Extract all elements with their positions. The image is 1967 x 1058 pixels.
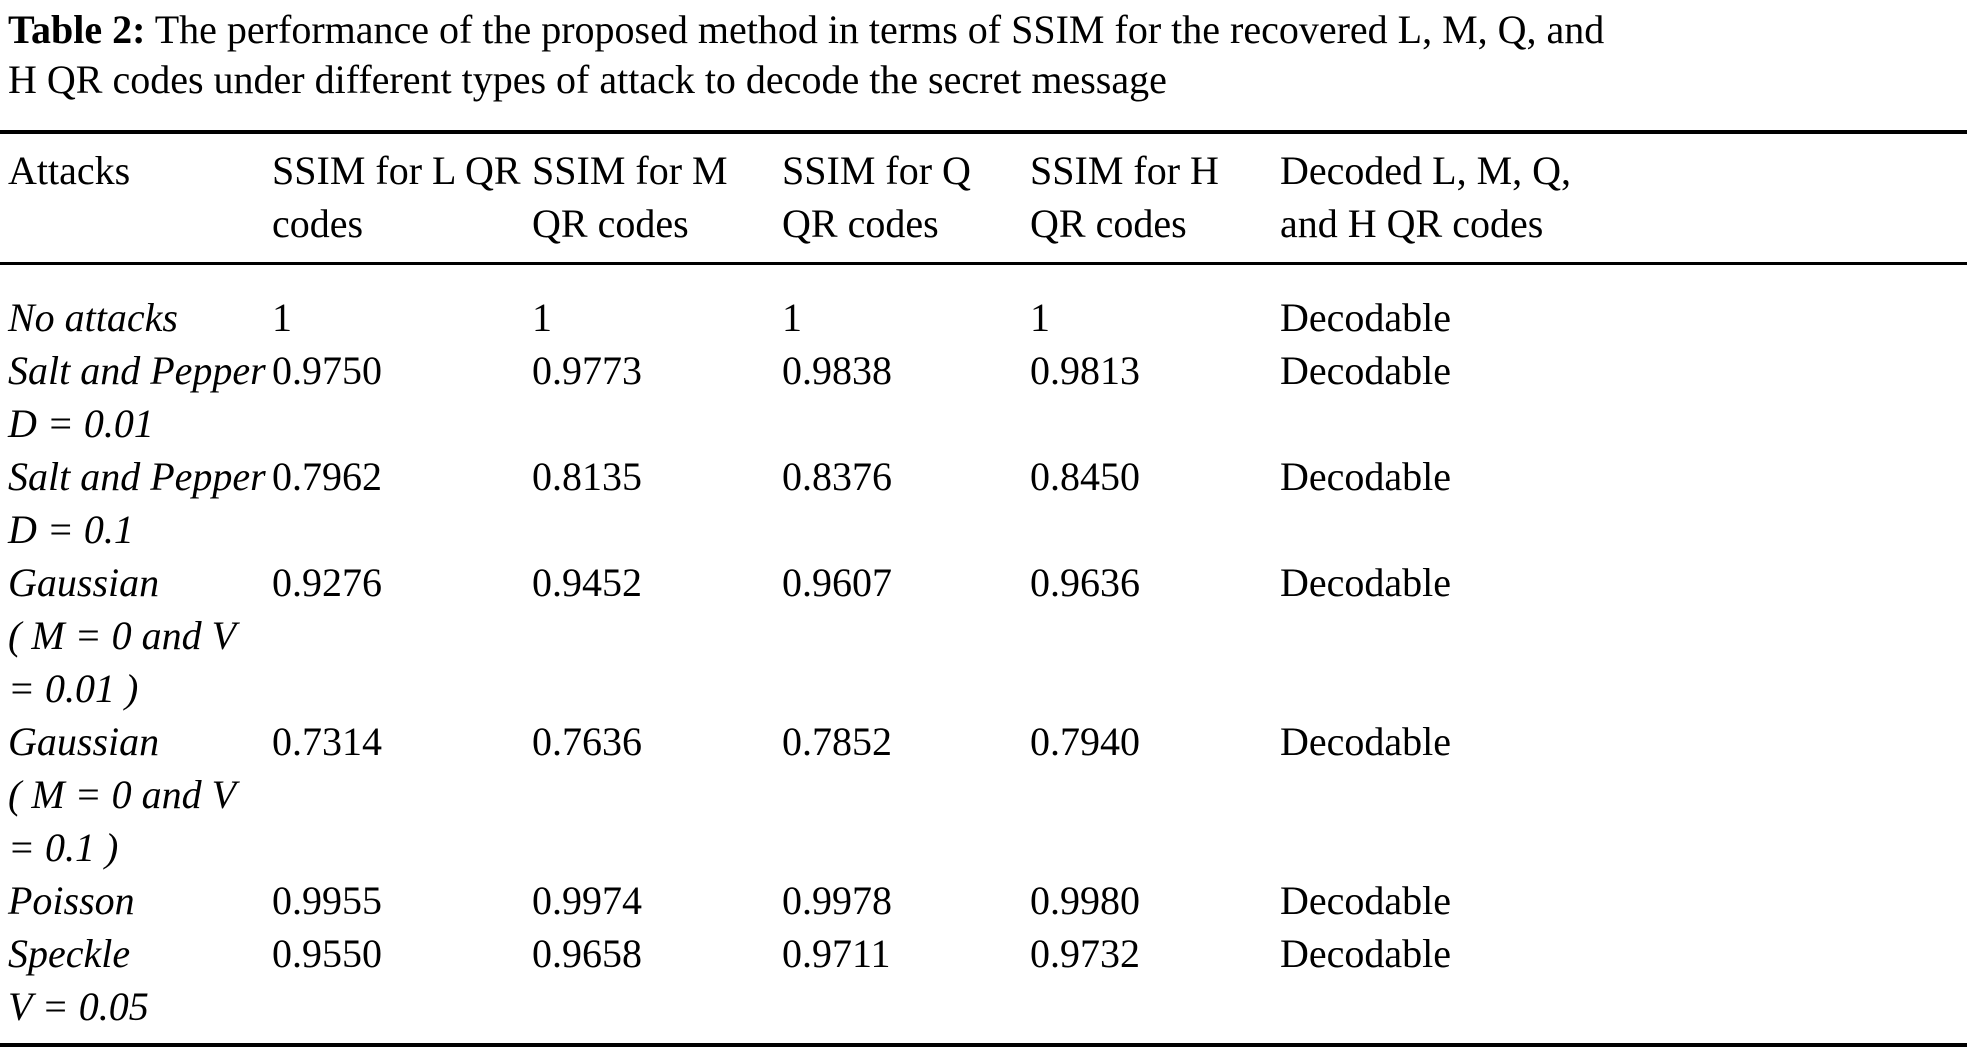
ssim-h-cell: 0.9813 [1030,348,1140,393]
ssim-h-cell: 0.9636 [1030,560,1140,605]
ssim-m-cell: 1 [532,295,552,340]
ssim-h-cell: 0.9732 [1030,931,1140,976]
table-row: No attacks 1 1 1 1 Decodable [0,264,1967,345]
ssim-m-cell: 0.9658 [532,931,642,976]
ssim-m-cell: 0.9974 [532,878,642,923]
ssim-m-cell: 0.8135 [532,454,642,499]
ssim-q-cell: 0.9838 [782,348,892,393]
col-header-decoded: Decoded L, M, Q, and H QR codes [1280,132,1967,265]
decoded-cell: Decodable [1280,719,1452,764]
attack-cell: No attacks [8,295,178,340]
table-body: No attacks 1 1 1 1 Decodable Salt and Pepper D… [0,264,1967,1046]
attack-cell: Salt and Pepper D = 0.01 [8,348,266,446]
ssim-q-cell: 0.9711 [782,931,891,976]
ssim-m-cell: 0.9452 [532,560,642,605]
ssim-h-cell: 0.7940 [1030,719,1140,764]
attack-cell: Salt and Pepper D = 0.1 [8,454,266,552]
ssim-l-cell: 1 [272,295,292,340]
table-caption-label: Table 2: [8,7,146,52]
header-row: Attacks SSIM for L QR codes SSIM for M Q… [0,132,1967,265]
decoded-cell: Decodable [1280,295,1452,340]
table-row: Speckle V = 0.05 0.9550 0.9658 0.9711 0.9732… [0,927,1967,1045]
table-row: Gaussian ( M = 0 and V = 0.1 ) 0.7314 0.76… [0,715,1967,874]
decoded-cell: Decodable [1280,560,1452,605]
decoded-cell: Decodable [1280,931,1452,976]
attack-cell: Gaussian ( M = 0 and V = 0.01 ) [8,560,237,711]
attack-cell: Poisson [8,878,135,923]
ssim-l-cell: 0.9276 [272,560,382,605]
table-row: Salt and Pepper D = 0.1 0.7962 0.8135 0.837… [0,450,1967,556]
ssim-h-cell: 0.9980 [1030,878,1140,923]
ssim-q-cell: 1 [782,295,802,340]
ssim-l-cell: 0.7962 [272,454,382,499]
table-header: Attacks SSIM for L QR codes SSIM for M Q… [0,132,1967,265]
col-header-ssim-l: SSIM for L QR codes [272,132,532,265]
attack-cell: Gaussian ( M = 0 and V = 0.1 ) [8,719,237,870]
ssim-h-cell: 0.8450 [1030,454,1140,499]
table-caption: Table 2: The performance of the proposed… [0,0,1967,105]
ssim-l-cell: 0.9750 [272,348,382,393]
ssim-l-cell: 0.7314 [272,719,382,764]
table-row: Salt and Pepper D = 0.01 0.9750 0.9773 0.98… [0,344,1967,450]
ssim-results-table: Attacks SSIM for L QR codes SSIM for M Q… [0,130,1967,1047]
ssim-l-cell: 0.9955 [272,878,382,923]
col-header-ssim-h: SSIM for H QR codes [1030,132,1280,265]
ssim-q-cell: 0.9607 [782,560,892,605]
decoded-cell: Decodable [1280,348,1452,393]
col-header-ssim-m: SSIM for M QR codes [532,132,782,265]
table-row: Gaussian ( M = 0 and V = 0.01 ) 0.9276 0.9… [0,556,1967,715]
ssim-h-cell: 1 [1030,295,1050,340]
table-row: Poisson 0.9955 0.9974 0.9978 0.9980 Decodable [0,874,1967,927]
table-caption-text: The performance of the proposed method i… [8,7,1605,102]
ssim-l-cell: 0.9550 [272,931,382,976]
ssim-q-cell: 0.7852 [782,719,892,764]
decoded-cell: Decodable [1280,878,1452,923]
ssim-m-cell: 0.9773 [532,348,642,393]
ssim-m-cell: 0.7636 [532,719,642,764]
attack-cell: Speckle V = 0.05 [8,931,149,1029]
col-header-attacks: Attacks [0,132,272,265]
ssim-q-cell: 0.8376 [782,454,892,499]
ssim-q-cell: 0.9978 [782,878,892,923]
col-header-ssim-q: SSIM for Q QR codes [782,132,1030,265]
decoded-cell: Decodable [1280,454,1452,499]
